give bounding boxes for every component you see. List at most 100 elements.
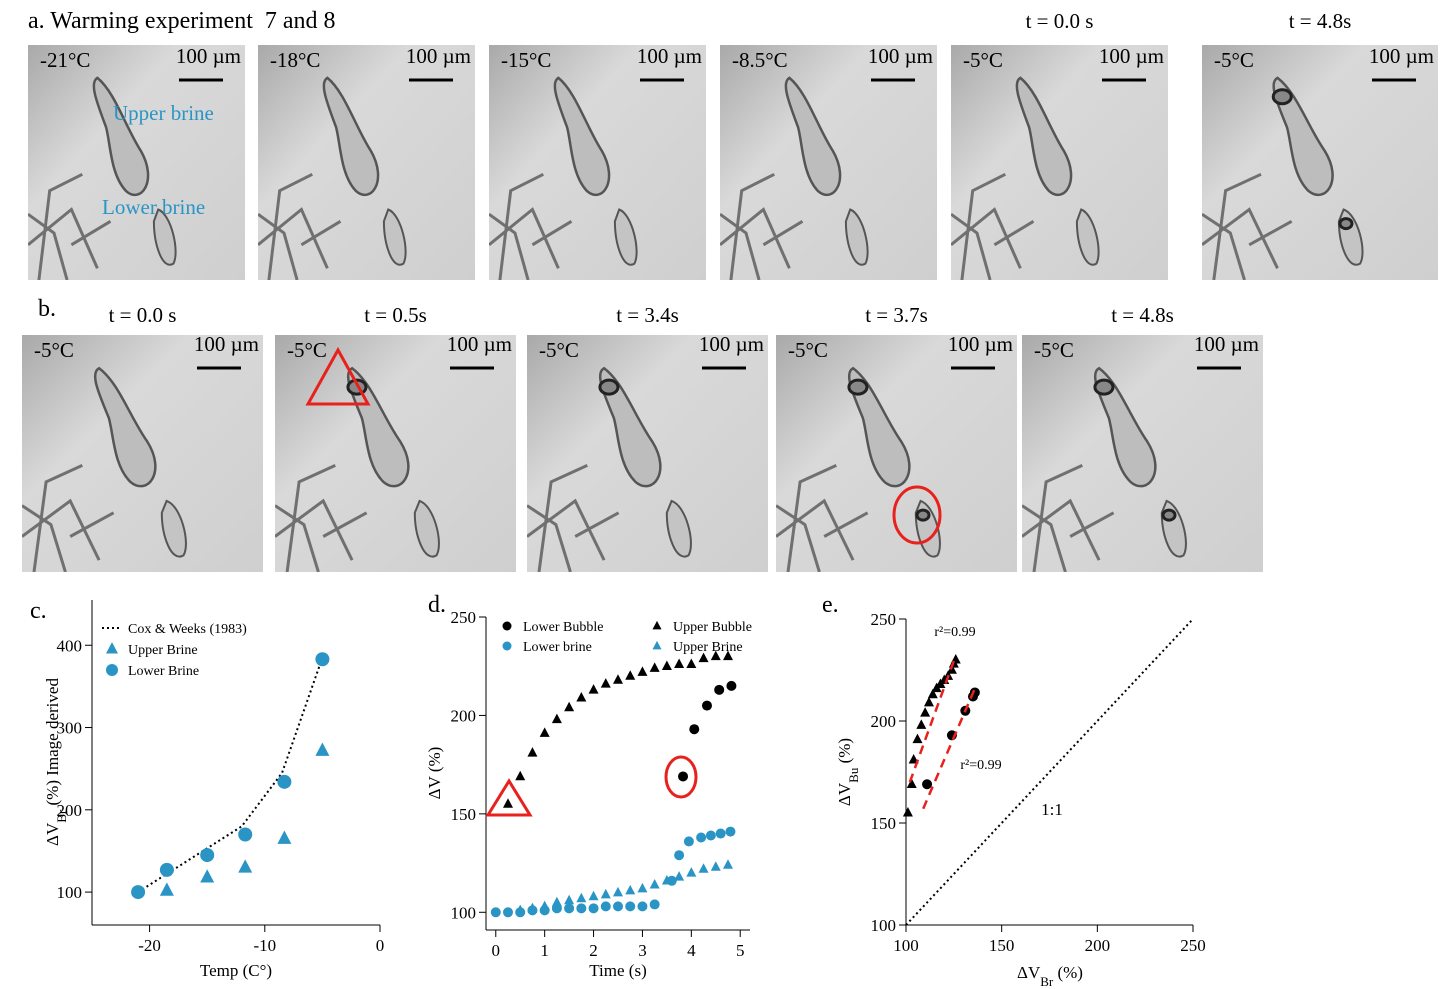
circle-marker (238, 827, 253, 842)
micrograph: -5°C 100 µm (776, 332, 1017, 572)
triangle-marker (277, 830, 292, 844)
scale-label: 100 µm (699, 332, 764, 356)
circle-marker (678, 771, 689, 782)
circle-marker (726, 680, 737, 691)
lower-bubble (1161, 508, 1177, 522)
triangle-marker (238, 859, 253, 873)
scale-label: 100 µm (447, 332, 512, 356)
triangle-marker (710, 650, 721, 661)
y-axis-label: ΔVBr (%) Image derived (43, 678, 69, 846)
x-tick-label: 250 (1180, 936, 1206, 955)
red-circle (664, 755, 698, 799)
lower-brine (613, 208, 638, 266)
lower-brine (382, 208, 407, 266)
triangle-marker (600, 888, 611, 899)
micrograph: -5°C 100 µm (22, 332, 263, 572)
scale-label: 100 µm (1369, 44, 1434, 68)
crack (951, 172, 1035, 280)
lower-brine (665, 499, 692, 558)
y-tick-label: 200 (871, 712, 897, 731)
triangle-marker (527, 747, 538, 757)
upper-bubble (1271, 88, 1293, 106)
crack (1022, 464, 1115, 572)
panel-label: d. (428, 592, 446, 618)
triangle-marker (551, 713, 562, 724)
y-tick-label: 100 (451, 903, 477, 922)
image (22, 335, 263, 572)
triangle-marker (686, 867, 697, 877)
x-tick-label: 4 (687, 941, 696, 960)
image (776, 335, 1017, 572)
lower-brine (1075, 208, 1100, 266)
x-tick-label: -20 (138, 936, 161, 955)
x-tick-label: 0 (376, 936, 385, 955)
circle-marker (922, 779, 933, 790)
triangle-marker (710, 861, 721, 871)
triangle-marker (637, 666, 648, 676)
y-tick-label: 250 (451, 608, 477, 627)
scale-label: 100 µm (176, 44, 241, 68)
time-label: t = 3.4s (616, 303, 679, 327)
triangle-marker (315, 742, 330, 756)
triangle-marker (539, 727, 550, 737)
image (720, 45, 937, 280)
scale-label: 100 µm (406, 44, 471, 68)
triangle-marker (927, 688, 938, 699)
temperature: -5°C (539, 338, 579, 362)
circle-marker (725, 826, 736, 837)
triangle-marker (661, 660, 672, 670)
triangle-marker (159, 882, 174, 896)
red-triangle (305, 346, 371, 406)
triangle-marker (503, 798, 513, 808)
triangle-marker (551, 896, 562, 907)
circle-marker (637, 901, 648, 912)
circle-marker (277, 774, 292, 789)
micrograph: -5°C 100 µm (1202, 44, 1438, 280)
image (1202, 45, 1438, 280)
circle-marker (588, 903, 599, 914)
upper-bubble (1093, 378, 1115, 396)
time-label: t = 4.8s (1111, 303, 1174, 327)
series-line (905, 618, 1194, 926)
triangle-marker (576, 892, 587, 903)
label-main: ΔV (1017, 963, 1041, 982)
series-line (137, 657, 324, 893)
y-tick-label: 200 (57, 801, 83, 820)
triangle-marker (515, 904, 526, 915)
legend-label: Cox & Weeks (1983) (128, 622, 247, 637)
image (489, 45, 706, 280)
x-axis-label: Time (s) (589, 961, 646, 980)
triangle-marker (588, 684, 599, 694)
triangle-marker (920, 707, 931, 717)
legend-label: Upper Brine (128, 643, 198, 658)
circle-marker (576, 903, 587, 914)
x-axis-label: Temp (C°) (200, 961, 272, 980)
lower-brine (152, 208, 177, 266)
crack (489, 172, 573, 280)
crack (720, 172, 804, 280)
circle-marker (315, 652, 330, 667)
micrograph: -15°C 100 µm (489, 44, 706, 280)
x-tick-label: 5 (736, 941, 745, 960)
x-tick-label: -10 (253, 936, 276, 955)
image (258, 45, 475, 280)
image (1022, 335, 1263, 572)
y-tick-label: 250 (871, 610, 897, 629)
chart: d. 0 1 2 3 4 5 100 150 200 250 Time (s) ΔV (%) Lower … (425, 592, 752, 980)
triangle-marker (600, 678, 611, 688)
annotations (305, 346, 942, 817)
lower-brine-label: Lower brine (102, 195, 205, 219)
upper-brine (784, 76, 842, 197)
time-label: t = 4.8s (1289, 9, 1352, 33)
y-tick-label: 300 (57, 719, 83, 738)
crack (527, 464, 620, 572)
temperature: -5°C (1034, 338, 1074, 362)
crack (22, 464, 115, 572)
x-axis-label: ΔVBr (%) (1017, 963, 1083, 989)
x-tick-label: 3 (638, 941, 647, 960)
triangle-marker (686, 658, 697, 668)
upper-brine (1015, 76, 1073, 197)
time-label: t = 0.5s (364, 303, 427, 327)
